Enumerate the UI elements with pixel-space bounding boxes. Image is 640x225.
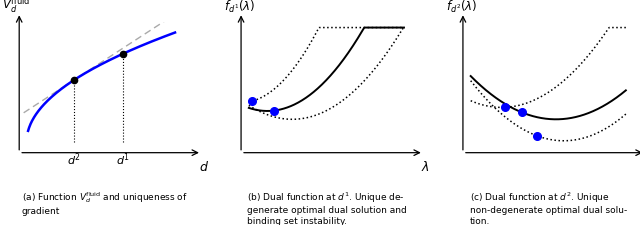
Text: $\lambda$: $\lambda$ [421,160,429,173]
Text: $d^1$: $d^1$ [116,151,130,167]
Text: $f_{d^1}(\lambda)$: $f_{d^1}(\lambda)$ [224,0,255,15]
Text: (a) Function $V_d^{\mathrm{fluid}}$ and uniqueness of
gradient: (a) Function $V_d^{\mathrm{fluid}}$ and … [22,189,188,215]
Text: $f_{d^2}(\lambda)$: $f_{d^2}(\lambda)$ [446,0,477,15]
Text: $V_d^{\mathrm{fluid}}$: $V_d^{\mathrm{fluid}}$ [2,0,30,15]
Text: (c) Dual function at $d^2$. Unique
non-degenerate optimal dual solu-
tion.: (c) Dual function at $d^2$. Unique non-d… [470,189,627,225]
Text: $d$: $d$ [198,160,209,173]
Text: $d^2$: $d^2$ [67,151,81,167]
Text: (b) Dual function at $d^1$. Unique de-
generate optimal dual solution and
bindin: (b) Dual function at $d^1$. Unique de- g… [246,189,406,225]
